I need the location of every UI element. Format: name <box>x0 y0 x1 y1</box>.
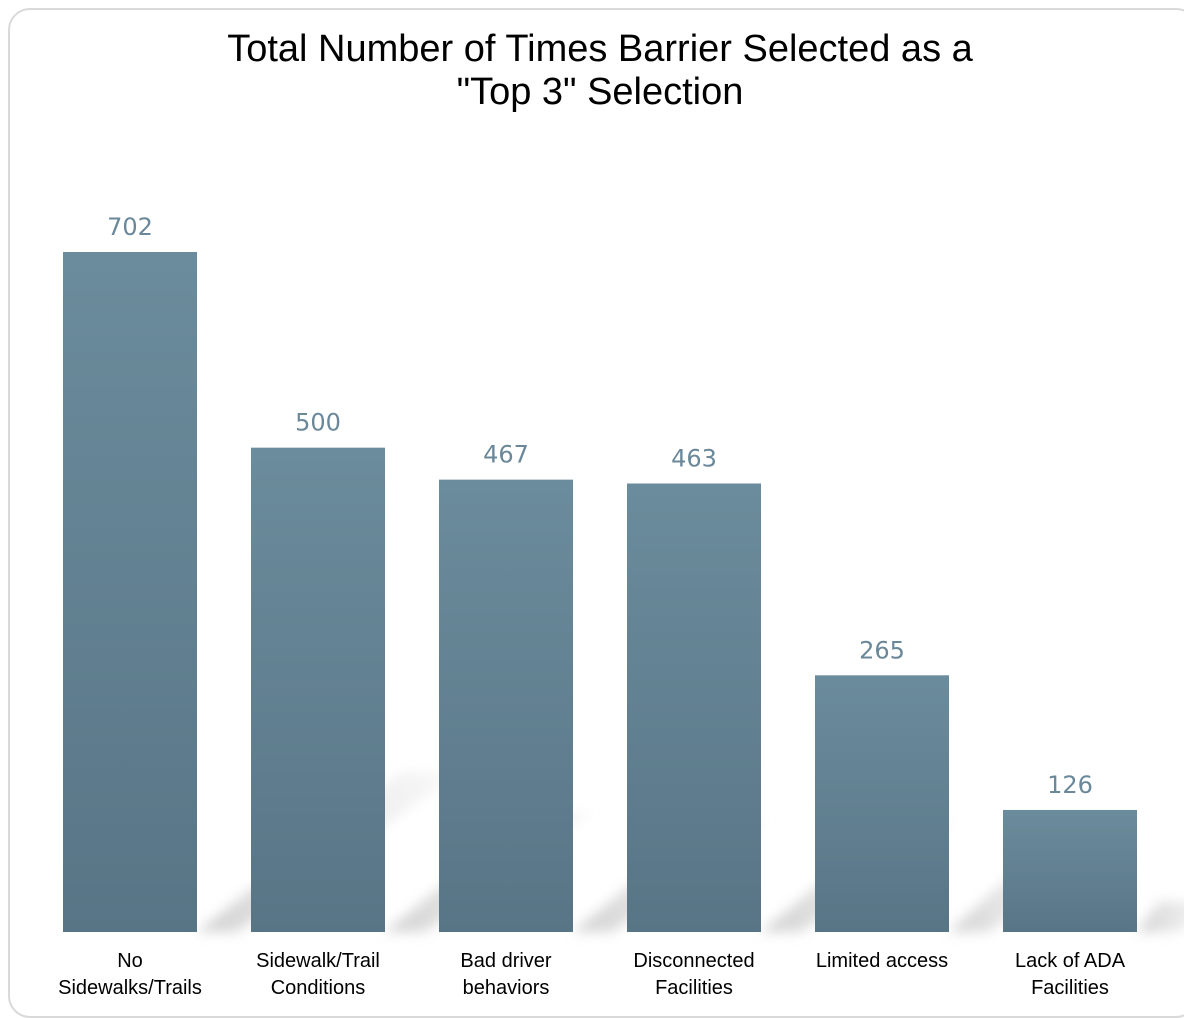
category-label-line: Facilities <box>1031 977 1109 999</box>
category-label-line: Sidewalks/Trails <box>58 977 202 999</box>
value-labels: 702 500 467 463 265 126 <box>107 213 1093 799</box>
category-label: Disconnected Facilities <box>633 950 754 999</box>
category-label-line: Disconnected <box>633 950 754 972</box>
bar <box>1003 809 1137 932</box>
bar-value-label: 265 <box>859 636 905 664</box>
bar-value-label: 467 <box>483 441 529 469</box>
category-label-line: Limited access <box>816 950 948 972</box>
bar-value-label: 702 <box>107 213 153 241</box>
category-label-line: Bad driver <box>460 950 551 972</box>
bar-value-label: 126 <box>1047 771 1093 799</box>
category-label-line: No <box>117 950 143 972</box>
category-labels: No Sidewalks/Trails Sidewalk/Trail Conditio… <box>58 950 1126 999</box>
bar <box>815 675 949 932</box>
bar-value-label: 463 <box>671 445 717 473</box>
bar <box>627 483 761 932</box>
bar-shadow <box>1137 901 1184 932</box>
category-label-line: Sidewalk/Trail <box>256 950 380 972</box>
bar <box>439 479 573 932</box>
chart-title: Total Number of Times Barrier Selected a… <box>227 28 973 113</box>
bar <box>251 447 385 932</box>
chart-frame <box>8 8 1184 1018</box>
category-label-line: Lack of ADA <box>1015 950 1126 972</box>
category-label: No Sidewalks/Trails <box>58 950 202 999</box>
bars <box>63 252 1137 932</box>
category-label: Sidewalk/Trail Conditions <box>256 950 380 999</box>
category-label-line: behaviors <box>463 977 550 999</box>
category-label: Bad driver behaviors <box>460 950 551 999</box>
category-label: Lack of ADA Facilities <box>1015 950 1126 999</box>
bar <box>63 252 197 932</box>
category-label-line: Conditions <box>271 977 366 999</box>
category-label-line: Facilities <box>655 977 733 999</box>
bar-value-label: 500 <box>295 409 341 437</box>
category-label: Limited access <box>816 950 948 972</box>
